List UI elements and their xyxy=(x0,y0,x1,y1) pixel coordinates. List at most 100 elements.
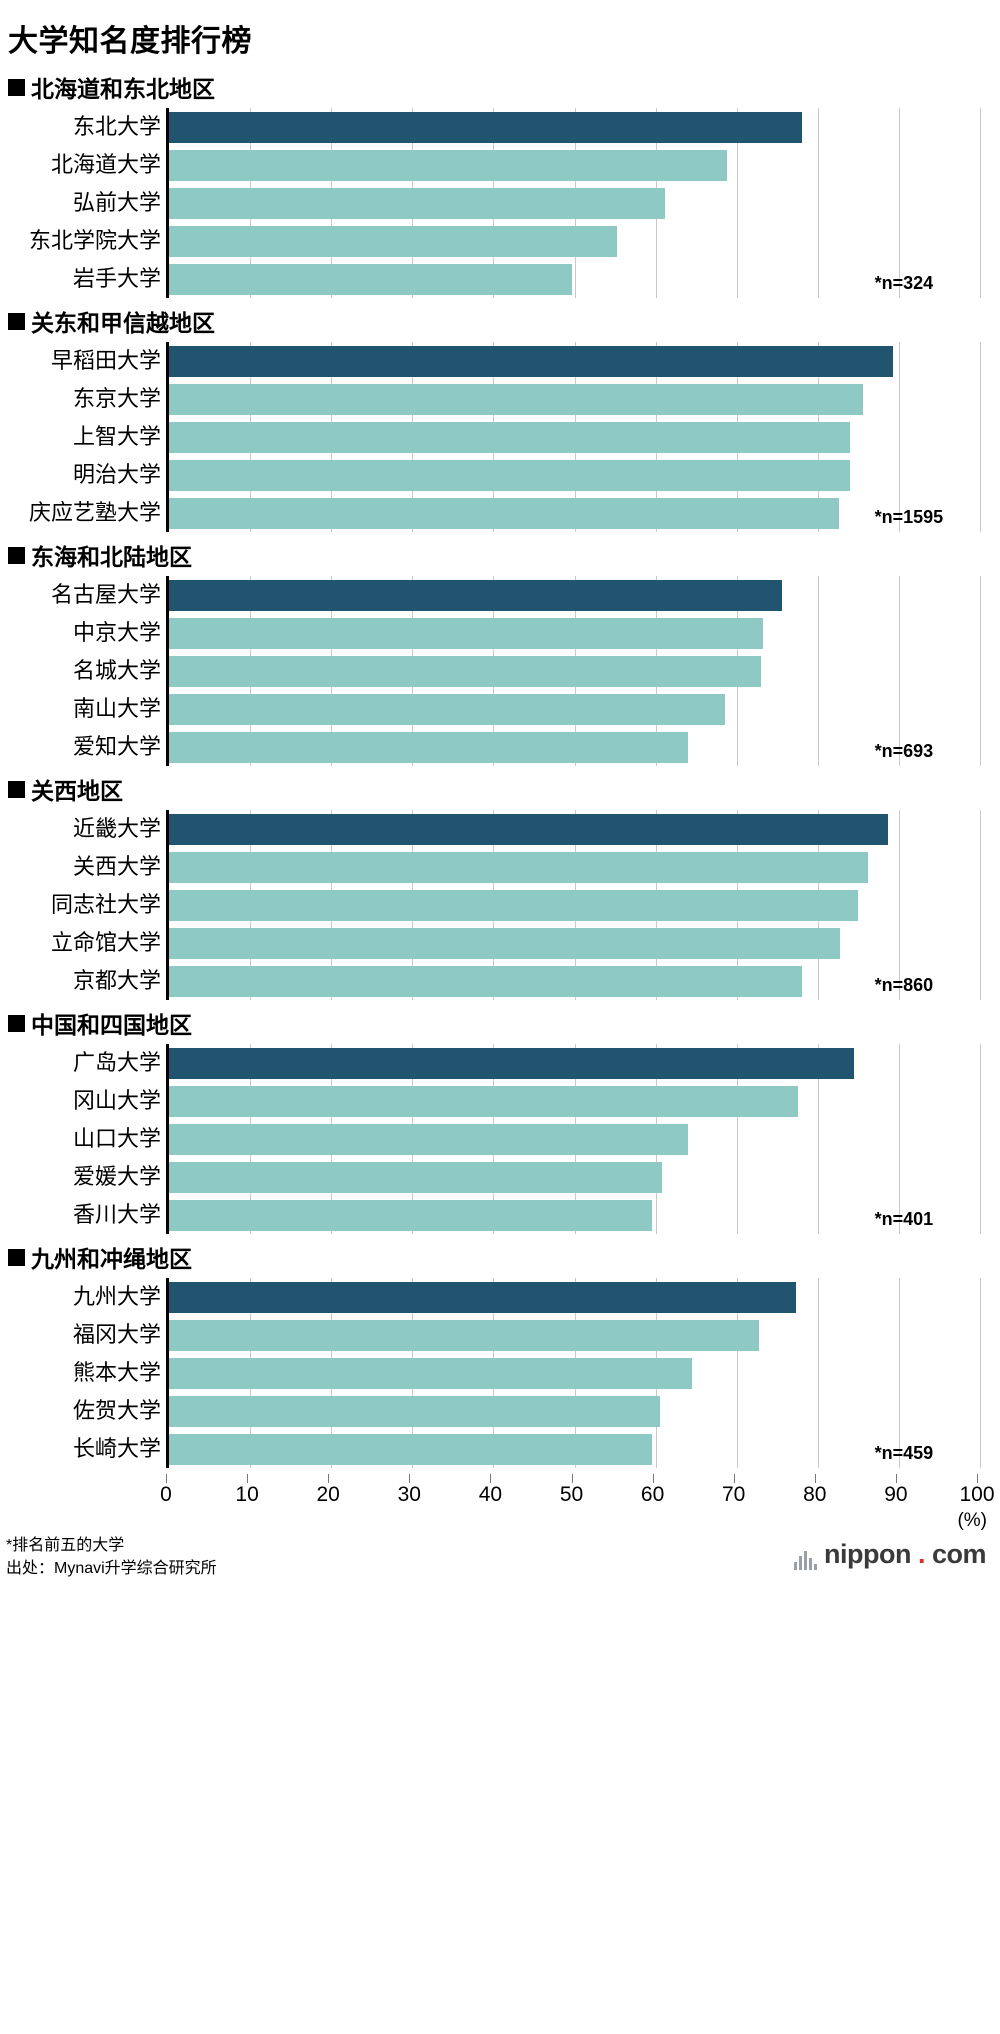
axis-tick xyxy=(328,1474,330,1483)
axis-tick-label: 0 xyxy=(160,1483,172,1506)
category-label: 东北大学 xyxy=(72,114,161,139)
gridline xyxy=(980,810,981,1000)
bar xyxy=(169,1281,796,1313)
bar-row: 庆应艺塾大学 xyxy=(29,494,977,532)
bar-row: 弘前大学 xyxy=(73,184,977,222)
category-label: 岩手大学 xyxy=(72,266,161,291)
section-chart: 近畿大学 关西大学 同志社大学 立命馆大学 京都大学 *n=860 xyxy=(0,810,1000,1000)
bar-row: 广岛大学 xyxy=(73,1044,977,1082)
section-chart: 名古屋大学 中京大学 名城大学 南山大学 爱知大学 *n=693 xyxy=(0,576,1000,766)
section-heading: 关东和甲信越地区 xyxy=(8,304,1000,338)
category-label: 京都大学 xyxy=(72,968,161,993)
gridline xyxy=(980,1278,981,1468)
category-label: 香川大学 xyxy=(72,1202,161,1227)
section-chart: 早稻田大学 东京大学 上智大学 明治大学 庆应艺塾大学 *n=1595 xyxy=(0,342,1000,532)
section-heading: 九州和冲绳地区 xyxy=(8,1240,1000,1274)
brand-com: com xyxy=(931,1539,987,1570)
bar-rows: 广岛大学 冈山大学 山口大学 爱媛大学 香川大学 xyxy=(73,1044,977,1234)
section-heading: 关西地区 xyxy=(8,772,1000,806)
axis-tick-label: 60 xyxy=(640,1483,665,1506)
bar xyxy=(169,1433,653,1465)
category-label: 福冈大学 xyxy=(72,1322,161,1347)
bar xyxy=(169,225,618,257)
sample-size-note: *n=324 xyxy=(874,273,934,293)
bar-row: 明治大学 xyxy=(73,456,977,494)
chart-section: 中国和四国地区 广岛大学 冈山大学 山口大学 爱媛大学 香川大学 *n=401 xyxy=(0,1006,1000,1234)
axis-tick xyxy=(814,1474,816,1483)
axis-tick-label: 100 xyxy=(959,1483,995,1506)
bar xyxy=(169,187,666,219)
square-bullet-icon xyxy=(8,312,25,330)
bar xyxy=(169,731,689,763)
category-label: 佐贺大学 xyxy=(72,1398,161,1423)
gridline xyxy=(980,108,981,298)
section-heading-label: 九州和冲绳地区 xyxy=(31,1246,192,1272)
bar xyxy=(169,965,802,997)
sample-size-note: *n=693 xyxy=(874,741,934,761)
bar-row: 中京大学 xyxy=(73,614,977,652)
chart-section: 关西地区近畿大学 关西大学 同志社大学 立命馆大学 京都大学 *n=860 xyxy=(0,772,1000,1000)
bar-row: 九州大学 xyxy=(73,1278,977,1316)
wave-icon xyxy=(793,1550,817,1571)
axis-tick xyxy=(571,1474,573,1483)
gridline xyxy=(980,342,981,532)
square-bullet-icon xyxy=(8,546,25,564)
bar-row: 福冈大学 xyxy=(73,1316,977,1354)
sample-size-note: *n=459 xyxy=(874,1443,934,1463)
bar-row: 冈山大学 xyxy=(73,1082,977,1120)
category-label: 明治大学 xyxy=(72,462,161,487)
category-label: 上智大学 xyxy=(72,424,161,449)
axis-tick xyxy=(247,1474,249,1483)
bar-row: 佐贺大学 xyxy=(73,1392,977,1430)
chart-sections: 北海道和东北地区 东北大学 北海道大学 弘前大学 东北学院大学 岩手大学 *n=324 关东和… xyxy=(0,70,1000,1468)
plot-area: 近畿大学 关西大学 同志社大学 立命馆大学 京都大学 *n=860 xyxy=(51,810,981,1000)
axis-tick xyxy=(490,1474,492,1483)
section-heading-label: 北海道和东北地区 xyxy=(31,76,215,102)
bar-row: 东北学院大学 xyxy=(29,222,977,260)
brand-dot: . xyxy=(917,1539,926,1570)
bar xyxy=(169,383,864,415)
bar xyxy=(169,1199,653,1231)
sample-size-note: *n=860 xyxy=(874,975,934,995)
page-title: 大学知名度排行榜 xyxy=(8,25,252,58)
category-label: 关西大学 xyxy=(72,854,161,879)
gridline xyxy=(980,1044,981,1234)
bar xyxy=(169,345,894,377)
square-bullet-icon xyxy=(8,1014,25,1032)
bar xyxy=(169,579,783,611)
bar xyxy=(169,111,802,143)
bar xyxy=(169,1161,663,1193)
category-label: 长崎大学 xyxy=(72,1436,161,1461)
plot-area: 早稻田大学 东京大学 上智大学 明治大学 庆应艺塾大学 *n=1595 xyxy=(29,342,981,532)
bar-row: 名古屋大学 xyxy=(51,576,977,614)
axis-tick xyxy=(166,1474,167,1483)
category-label: 东京大学 xyxy=(72,386,161,411)
bar xyxy=(169,421,851,453)
category-label: 熊本大学 xyxy=(72,1360,161,1385)
category-label: 早稻田大学 xyxy=(50,348,161,373)
axis-tick-label: 30 xyxy=(397,1483,421,1506)
bar xyxy=(169,813,888,845)
bar-rows: 名古屋大学 中京大学 名城大学 南山大学 爱知大学 xyxy=(51,576,977,766)
bar xyxy=(169,459,851,491)
bar-row: 关西大学 xyxy=(73,848,977,886)
section-chart: 东北大学 北海道大学 弘前大学 东北学院大学 岩手大学 *n=324 xyxy=(0,108,1000,298)
bar-row: 早稻田大学 xyxy=(51,342,977,380)
section-heading: 中国和四国地区 xyxy=(8,1006,1000,1040)
bar xyxy=(169,1047,855,1079)
bar xyxy=(169,1357,693,1389)
bar xyxy=(169,655,762,687)
axis-tick xyxy=(895,1474,897,1483)
bar xyxy=(169,851,869,883)
bar xyxy=(169,149,727,181)
plot-area: 名古屋大学 中京大学 名城大学 南山大学 爱知大学 *n=693 xyxy=(51,576,981,766)
category-label: 爱媛大学 xyxy=(72,1164,161,1189)
category-label: 广岛大学 xyxy=(72,1050,161,1075)
bar-row: 爱媛大学 xyxy=(73,1158,977,1196)
bar xyxy=(169,1319,760,1351)
axis-tick xyxy=(652,1474,654,1483)
plot-area: 九州大学福冈大学熊本大学佐贺大学长崎大学 *n=459 xyxy=(73,1278,981,1468)
category-label: 名城大学 xyxy=(72,658,161,683)
bar-rows: 近畿大学 关西大学 同志社大学 立命馆大学 京都大学 xyxy=(51,810,977,1000)
bar xyxy=(169,1085,799,1117)
